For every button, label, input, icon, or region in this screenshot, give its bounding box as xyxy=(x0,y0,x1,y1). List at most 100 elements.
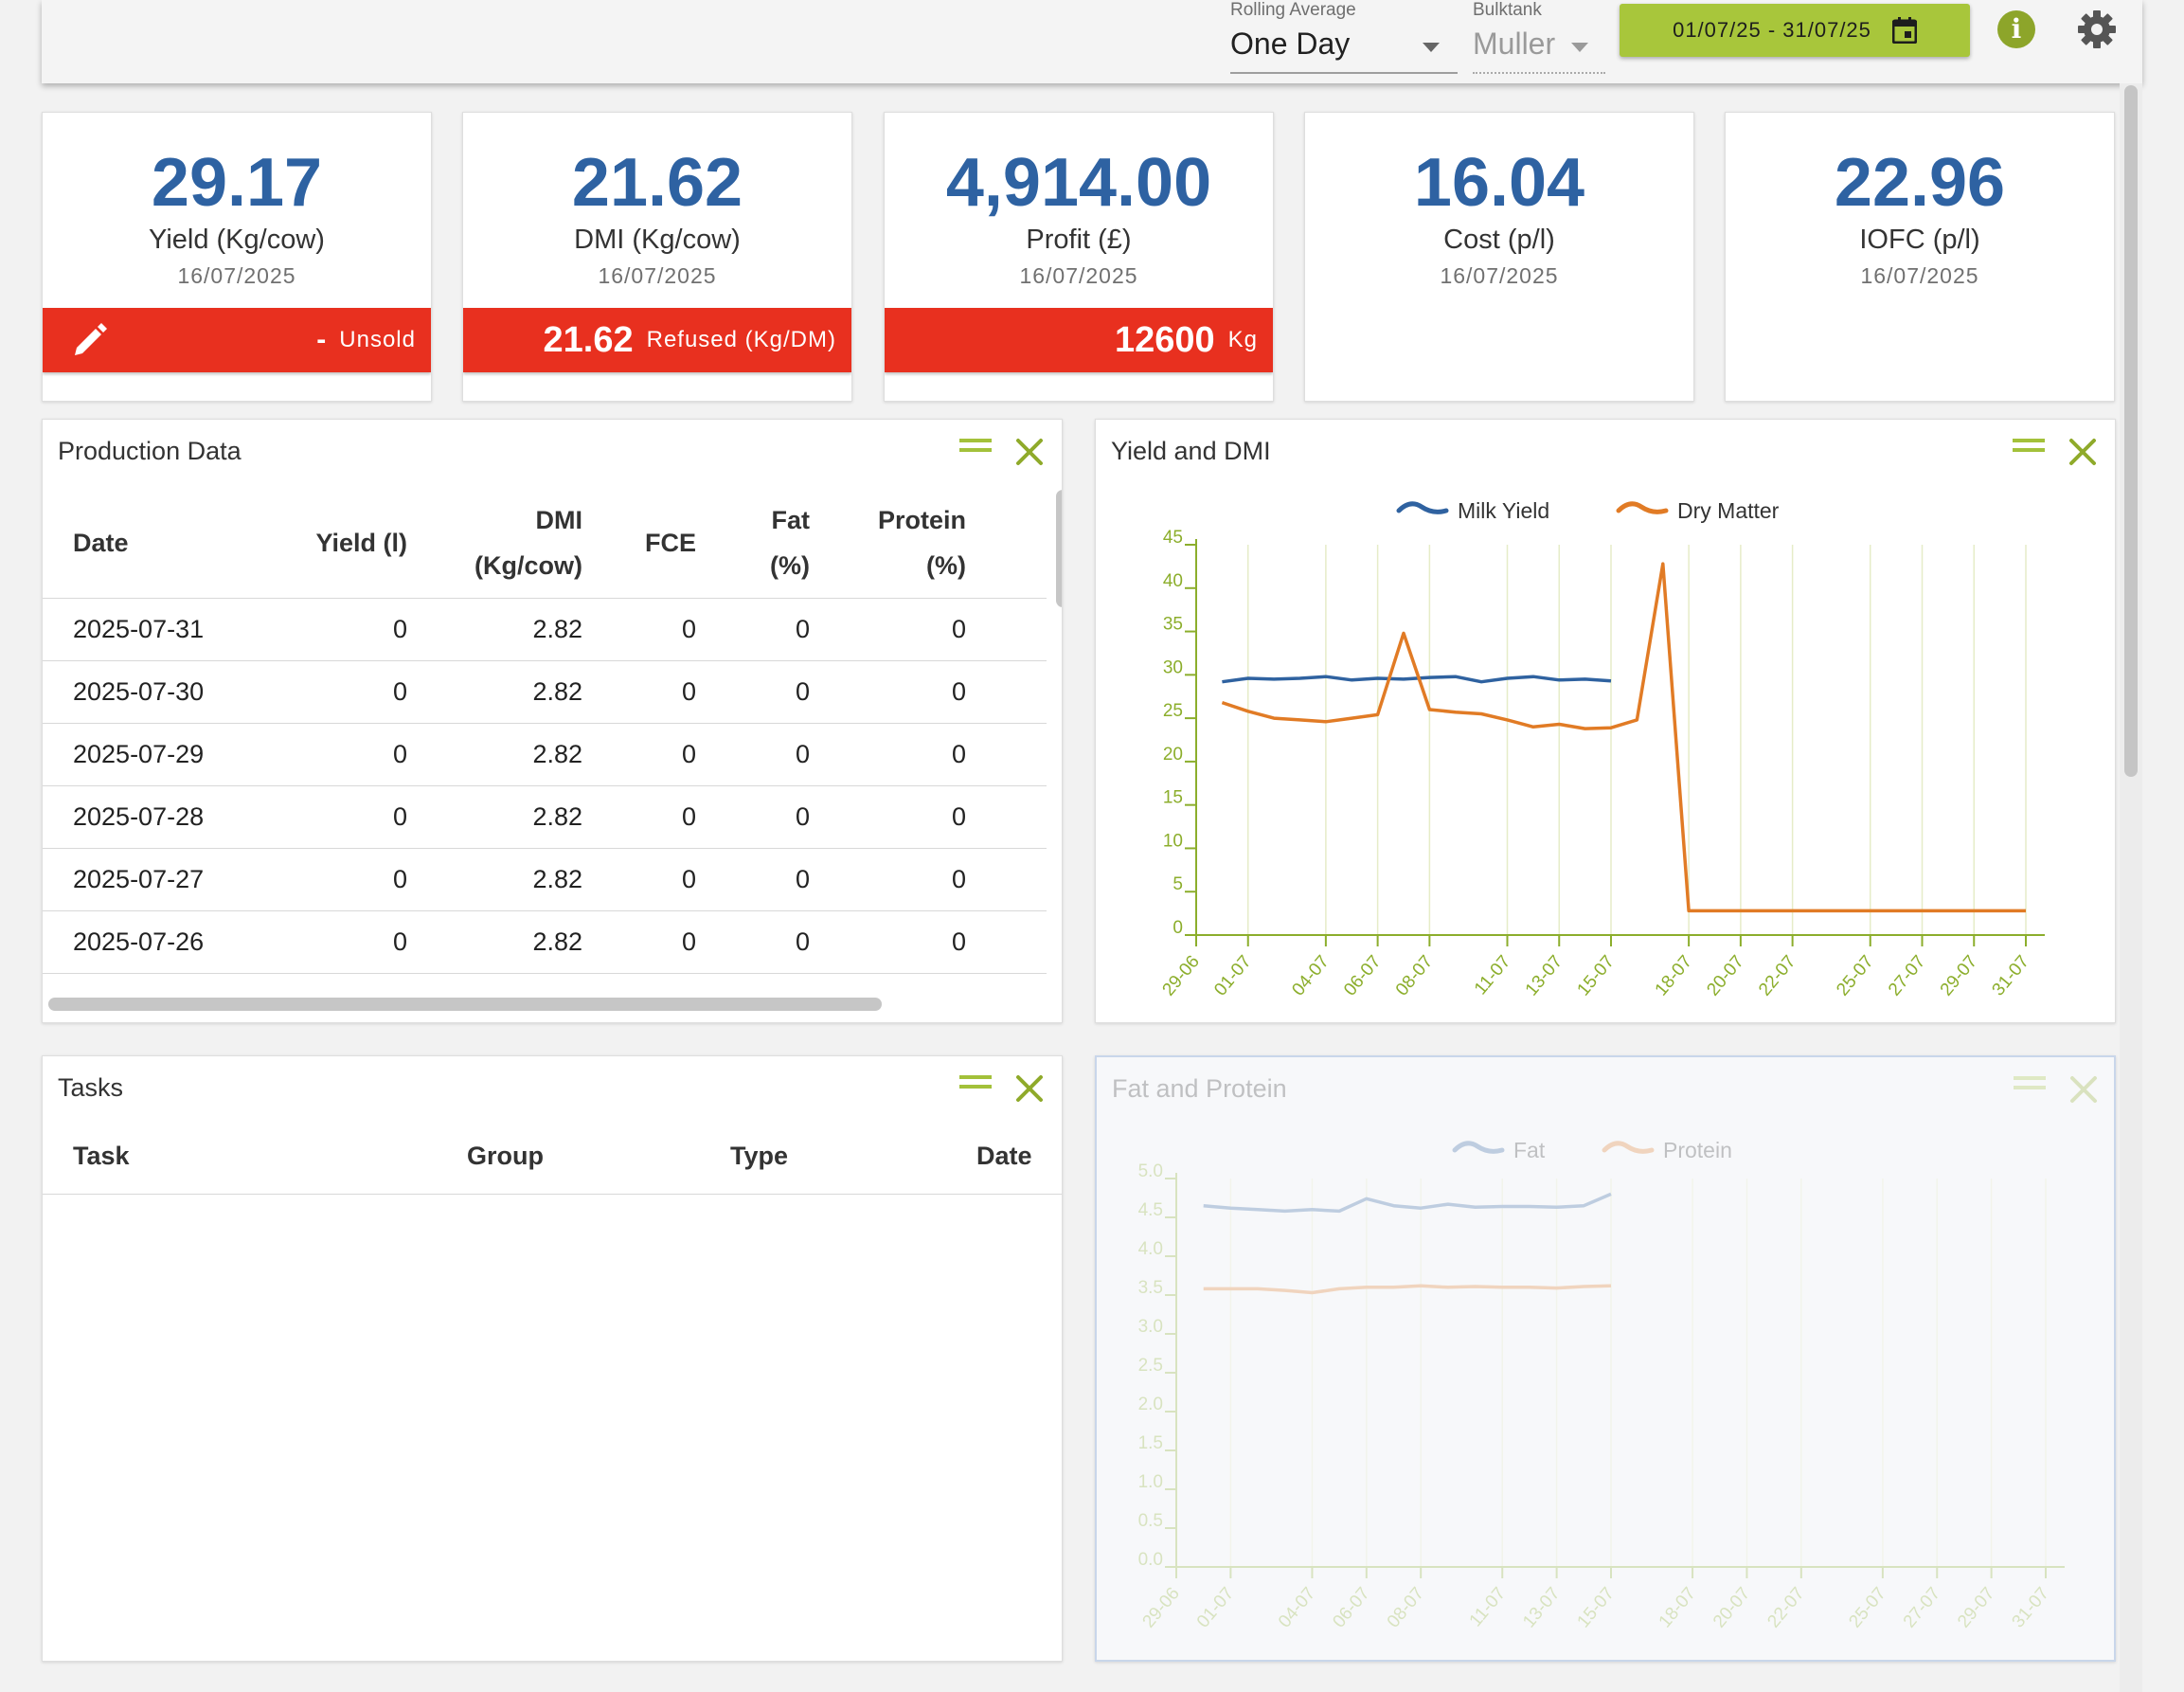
kpi-value: 21.62 xyxy=(571,145,743,221)
y-tick-label: 30 xyxy=(1163,657,1183,677)
col-header-dmi[interactable]: DMI (Kg/cow) xyxy=(407,488,582,599)
cell-fat: 0 xyxy=(696,785,810,849)
x-tick-label: 20-07 xyxy=(1710,1584,1754,1632)
x-tick-label: 22-07 xyxy=(1763,1584,1808,1632)
x-tick-label: 06-07 xyxy=(1340,952,1385,1000)
panel-title: Fat and Protein xyxy=(1112,1074,1287,1103)
table-row[interactable]: 2025-07-26 0 2.82 0 0 0 xyxy=(43,910,1047,974)
legend-label: Dry Matter xyxy=(1677,498,1780,523)
col-header-protein-line2: (%) xyxy=(926,550,966,580)
drag-handle-icon[interactable] xyxy=(959,1075,992,1089)
table-row[interactable]: 2025-07-29 0 2.82 0 0 0 xyxy=(43,723,1047,786)
table-horizontal-scrollbar[interactable] xyxy=(48,998,882,1011)
cell-dmi: 2.82 xyxy=(407,598,582,661)
cell-fat: 0 xyxy=(696,660,810,724)
x-tick-label: 29-06 xyxy=(1138,1584,1183,1632)
date-range-button[interactable]: 01/07/25 - 31/07/25 xyxy=(1620,4,1970,57)
kpi-date: 16/07/2025 xyxy=(1019,263,1138,288)
cell-fat: 0 xyxy=(696,723,810,786)
kpi-card-yield: 29.17 Yield (Kg/cow) 16/07/2025 - Unsold xyxy=(42,112,432,402)
kpi-alert-label: Kg xyxy=(1227,327,1258,352)
close-icon[interactable] xyxy=(2068,1074,2099,1105)
x-tick-label: 01-07 xyxy=(1210,952,1255,1000)
bulktank-value: Muller xyxy=(1473,27,1556,61)
cell-date: 2025-07-26 xyxy=(43,910,279,974)
kpi-card-iofc: 22.96 IOFC (p/l) 16/07/2025 xyxy=(1725,112,2115,402)
gear-icon[interactable] xyxy=(2076,9,2118,50)
series-line-milk-yield xyxy=(1222,675,1612,684)
x-tick-label: 31-07 xyxy=(2008,1584,2052,1632)
edit-pencil-icon[interactable] xyxy=(71,321,109,359)
x-tick-label: 04-07 xyxy=(1288,952,1333,1000)
y-tick-label: 0 xyxy=(1173,918,1183,938)
cell-fce: 0 xyxy=(582,848,696,911)
cell-fce: 0 xyxy=(582,785,696,849)
col-header-fce[interactable]: FCE xyxy=(582,488,696,599)
x-tick-label: 11-07 xyxy=(1471,952,1514,999)
close-icon[interactable] xyxy=(1014,1073,1045,1104)
col-header-type[interactable]: Type xyxy=(730,1142,789,1170)
y-tick-label: 0.5 xyxy=(1138,1511,1163,1531)
drag-handle-icon[interactable] xyxy=(959,439,992,452)
select-underline xyxy=(1473,72,1605,74)
close-icon[interactable] xyxy=(2068,437,2098,467)
col-header-date[interactable]: Date xyxy=(43,488,279,599)
x-tick-label: 13-07 xyxy=(1519,1584,1564,1632)
cell-yield: 0 xyxy=(279,910,407,974)
x-tick-label: 11-07 xyxy=(1466,1584,1510,1631)
col-header-fat-line2: (%) xyxy=(770,550,810,580)
cell-protein: 0 xyxy=(810,598,966,661)
cell-protein: 0 xyxy=(810,910,966,974)
x-tick-label: 22-07 xyxy=(1755,952,1799,1000)
cell-date: 2025-07-30 xyxy=(43,660,279,724)
drag-handle-icon[interactable] xyxy=(2014,1076,2046,1089)
cell-fce: 0 xyxy=(582,660,696,724)
cell-overflow xyxy=(966,910,1047,974)
kpi-alert-value: 12600 xyxy=(1114,319,1215,360)
cell-yield: 0 xyxy=(279,848,407,911)
y-tick-label: 45 xyxy=(1163,528,1183,548)
info-icon[interactable]: i xyxy=(1997,10,2035,48)
series-line-protein xyxy=(1203,1284,1612,1295)
kpi-card-dmi: 21.62 DMI (Kg/cow) 16/07/2025 21.62 Refu… xyxy=(462,112,852,402)
table-row[interactable]: 2025-07-31 0 2.82 0 0 0 xyxy=(43,598,1047,661)
x-tick-label: 15-07 xyxy=(1573,1584,1618,1632)
col-header-fat[interactable]: Fat (%) xyxy=(696,488,810,599)
rolling-average-label: Rolling Average xyxy=(1230,0,1356,20)
x-tick-label: 20-07 xyxy=(1703,952,1747,1000)
legend-swatch xyxy=(1452,1141,1505,1154)
drag-handle-icon[interactable] xyxy=(2013,439,2045,452)
legend-swatch xyxy=(1396,501,1449,514)
table-row[interactable]: 2025-07-27 0 2.82 0 0 0 xyxy=(43,848,1047,911)
page-scrollbar-thumb[interactable] xyxy=(2124,85,2138,777)
y-tick-label: 10 xyxy=(1163,831,1183,851)
cell-overflow xyxy=(966,848,1047,911)
kpi-date: 16/07/2025 xyxy=(1860,263,1979,288)
col-header-task[interactable]: Task xyxy=(73,1142,130,1170)
x-tick-label: 13-07 xyxy=(1522,952,1566,1000)
cell-yield: 0 xyxy=(279,598,407,661)
table-row[interactable]: 2025-07-28 0 2.82 0 0 0 xyxy=(43,785,1047,849)
chevron-down-icon xyxy=(1423,43,1440,52)
x-tick-label: 18-07 xyxy=(1656,1584,1700,1632)
cell-yield: 0 xyxy=(279,785,407,849)
col-header-yield[interactable]: Yield (l) xyxy=(279,488,407,599)
col-header-date[interactable]: Date xyxy=(976,1142,1032,1170)
y-tick-label: 25 xyxy=(1163,701,1183,721)
cell-dmi: 2.82 xyxy=(407,848,582,911)
legend-label: Fat xyxy=(1513,1138,1546,1162)
col-header-group[interactable]: Group xyxy=(467,1142,544,1170)
close-icon[interactable] xyxy=(1014,437,1045,467)
y-tick-label: 4.0 xyxy=(1138,1239,1163,1259)
table-vertical-scrollbar[interactable] xyxy=(1056,490,1062,607)
panel-title: Production Data xyxy=(58,437,242,465)
kpi-card-cost: 16.04 Cost (p/l) 16/07/2025 xyxy=(1304,112,1694,402)
fat-protein-chart-panel: Fat and Protein 29-06 01-07 04-07 06-07 08-0… xyxy=(1095,1055,2116,1662)
col-header-overflow xyxy=(966,488,1047,599)
x-tick-label: 06-07 xyxy=(1329,1584,1373,1632)
table-row[interactable]: 2025-07-30 0 2.82 0 0 0 xyxy=(43,660,1047,724)
cell-fat: 0 xyxy=(696,848,810,911)
legend-swatch xyxy=(1616,501,1669,514)
date-range-text: 01/07/25 - 31/07/25 xyxy=(1673,18,1871,42)
col-header-protein[interactable]: Protein (%) xyxy=(810,488,966,599)
